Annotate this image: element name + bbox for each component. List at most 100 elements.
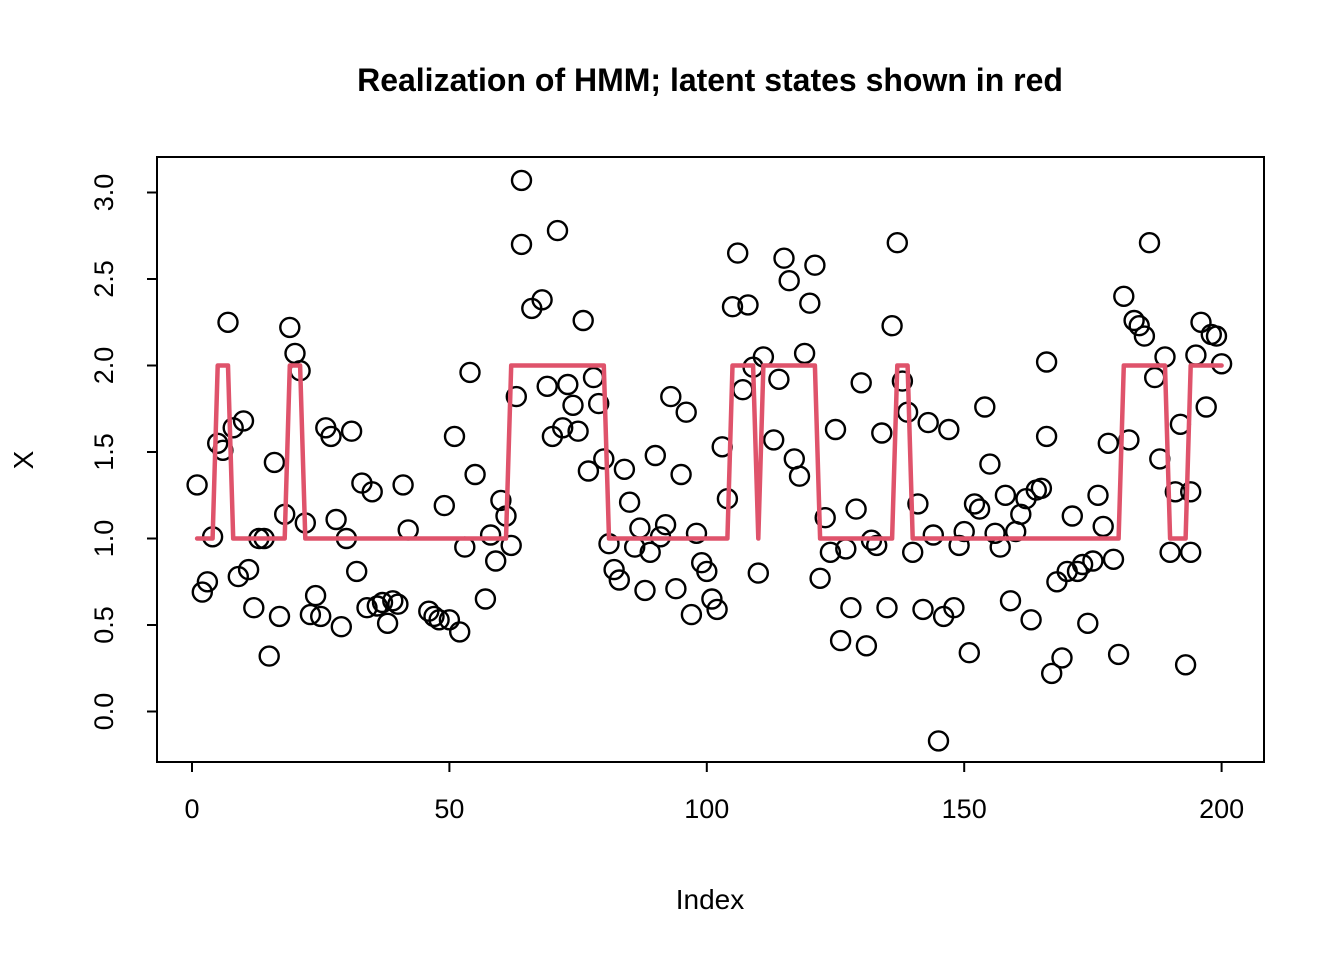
data-point	[1113, 285, 1135, 307]
data-point	[593, 448, 615, 470]
data-point	[618, 491, 641, 513]
data-point	[634, 579, 656, 602]
data-point	[891, 370, 914, 392]
data-point	[1185, 344, 1207, 366]
data-point	[1190, 311, 1212, 333]
x-tick-label: 200	[1199, 794, 1244, 824]
data-point	[443, 425, 466, 448]
data-point	[1051, 647, 1073, 669]
data-point	[1133, 325, 1156, 347]
data-point	[1205, 325, 1228, 347]
data-point	[685, 522, 708, 544]
data-point	[479, 524, 502, 546]
data-point	[387, 593, 409, 615]
data-point	[1040, 662, 1063, 685]
data-point	[423, 605, 445, 628]
data-point	[845, 498, 867, 520]
data-point	[675, 401, 697, 423]
data-point	[829, 629, 852, 652]
x-tick-label: 100	[684, 794, 729, 824]
data-point	[279, 316, 301, 339]
data-point	[603, 558, 625, 581]
data-point	[974, 396, 996, 418]
data-point	[763, 429, 785, 451]
data-point	[1102, 548, 1125, 570]
data-point	[737, 294, 759, 316]
x-axis-title: Index	[675, 884, 745, 915]
data-point	[943, 597, 965, 619]
data-point	[382, 590, 404, 612]
data-point	[732, 379, 754, 401]
data-point	[1082, 550, 1104, 572]
data-point	[310, 605, 332, 628]
data-point	[793, 342, 816, 365]
data-point	[474, 588, 497, 610]
data-point	[510, 169, 533, 192]
chart-title: Realization of HMM; latent states shown …	[357, 62, 1063, 98]
data-point	[644, 444, 666, 467]
data-point	[588, 392, 610, 415]
data-point	[670, 463, 692, 486]
data-point	[1195, 396, 1217, 418]
data-point	[804, 254, 826, 276]
data-point	[510, 233, 533, 256]
data-point	[824, 418, 847, 441]
data-point	[799, 292, 821, 314]
data-point	[850, 372, 872, 394]
data-point	[1179, 541, 1202, 563]
data-point	[1179, 481, 1202, 503]
data-point	[1066, 560, 1089, 583]
data-point	[366, 595, 388, 617]
y-tick-label: 1.0	[89, 520, 119, 558]
data-point	[552, 417, 574, 439]
data-point	[325, 508, 347, 531]
y-tick-label: 0.5	[89, 606, 119, 644]
data-point	[557, 373, 579, 396]
data-point	[917, 411, 939, 434]
data-point	[778, 270, 800, 292]
data-point	[866, 534, 888, 557]
x-tick-label: 0	[184, 794, 199, 824]
data-point	[392, 474, 414, 496]
data-point	[1077, 612, 1099, 634]
data-point	[999, 590, 1022, 612]
data-point	[433, 494, 455, 517]
plot-box	[156, 156, 1265, 763]
data-point	[376, 612, 399, 634]
data-point	[1123, 309, 1145, 332]
y-tick-label: 3.0	[89, 174, 119, 212]
data-point	[546, 219, 569, 242]
data-point	[994, 484, 1017, 506]
data-point	[840, 597, 862, 619]
data-point	[500, 534, 522, 557]
data-point	[963, 493, 986, 515]
data-point	[721, 296, 744, 318]
data-point	[948, 534, 970, 557]
data-point	[819, 541, 842, 563]
data-point	[680, 603, 703, 626]
data-point	[237, 558, 260, 581]
data-point	[340, 420, 363, 442]
y-tick-label: 0.0	[89, 693, 119, 731]
data-point	[701, 588, 723, 610]
data-point	[263, 451, 286, 474]
data-point	[449, 621, 471, 643]
data-point	[1010, 503, 1032, 525]
data-point	[984, 522, 1006, 544]
data-point	[665, 578, 687, 600]
data-point	[881, 315, 903, 337]
data-point	[788, 465, 811, 487]
data-point	[1143, 366, 1166, 389]
data-point	[1035, 425, 1058, 448]
data-point	[927, 730, 950, 752]
data-point	[747, 562, 769, 584]
data-point	[953, 520, 975, 543]
data-point	[531, 289, 553, 311]
data-point	[304, 584, 327, 607]
data-point	[330, 616, 352, 638]
y-tick-label: 1.5	[89, 433, 119, 471]
data-point	[567, 420, 589, 442]
data-point	[284, 342, 306, 365]
data-point	[938, 418, 960, 441]
